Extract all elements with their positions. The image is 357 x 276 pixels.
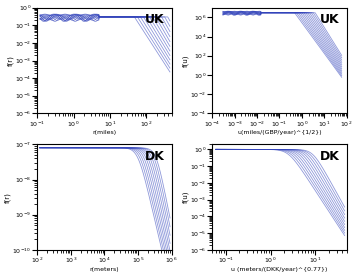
X-axis label: u (meters/(DKK/year)^{0.77}): u (meters/(DKK/year)^{0.77}) [231,267,328,272]
Text: DK: DK [145,150,165,163]
Y-axis label: f(u): f(u) [182,191,188,203]
Y-axis label: f(r): f(r) [7,55,13,66]
X-axis label: r(meters): r(meters) [90,267,119,272]
Text: UK: UK [320,13,340,26]
Y-axis label: f(u): f(u) [182,54,188,67]
Text: DK: DK [320,150,340,163]
X-axis label: u(miles/(GBP/year)^{1/2}): u(miles/(GBP/year)^{1/2}) [237,130,322,135]
X-axis label: r(miles): r(miles) [92,130,116,135]
Text: UK: UK [145,13,165,26]
Y-axis label: f(r): f(r) [4,192,11,203]
